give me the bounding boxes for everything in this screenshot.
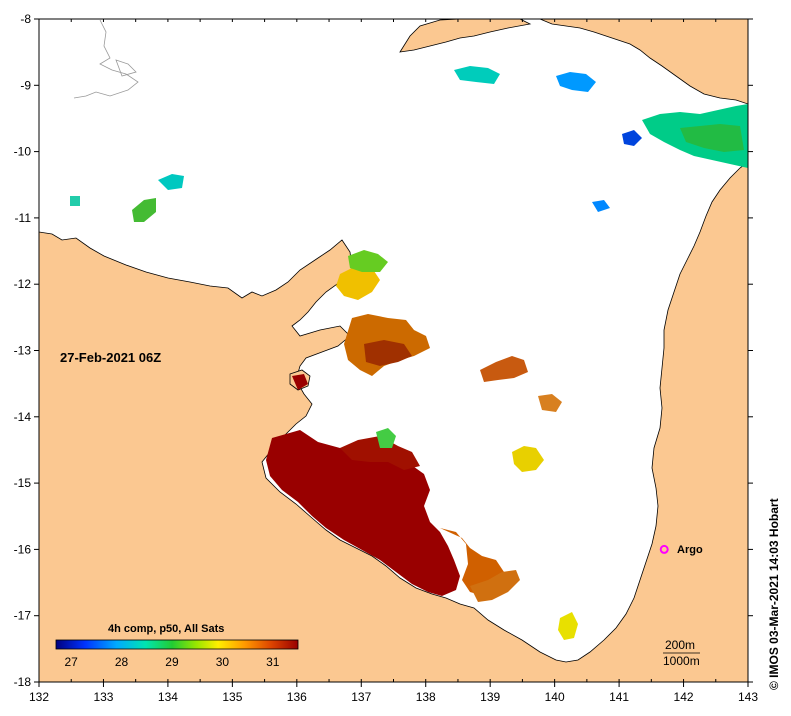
x-tick-label: 143 (738, 690, 758, 704)
sst-patch-green-west (132, 198, 156, 222)
sst-patch-northeast-inner (680, 124, 744, 152)
sst-patch-darkred-north (364, 340, 412, 366)
x-tick-label: 138 (416, 690, 436, 704)
new-guinea-coast (399, 19, 532, 53)
sst-patch-teal-small (70, 196, 80, 206)
y-tick-label: -8 (20, 12, 31, 26)
contour-legend: 200m 1000m (663, 638, 700, 668)
sst-patch-orange-east (440, 528, 504, 596)
sst-patch-orange-mid (480, 356, 528, 382)
x-tick-label: 132 (29, 690, 49, 704)
sst-patch-blue-small (592, 200, 610, 212)
colorbar-tick-label: 29 (165, 655, 179, 669)
x-tick-label: 137 (351, 690, 371, 704)
y-tick-label: -11 (15, 211, 32, 225)
y-tick-label: -14 (14, 410, 32, 424)
colorbar: 4h comp, p50, All Sats 27 28 29 30 31 (55, 623, 299, 669)
colorbar-tick-label: 27 (64, 655, 78, 669)
colorbar-tick-label: 31 (266, 655, 280, 669)
sst-layer (70, 66, 748, 640)
argo-float-marker: Argo (659, 544, 703, 556)
sst-patch-blue-east (622, 130, 642, 146)
y-tick-label: -12 (14, 277, 32, 291)
date-label: 27-Feb-2021 06Z (60, 350, 161, 365)
x-tick-label: 139 (480, 690, 500, 704)
sst-patch-yellow-ne (512, 446, 544, 472)
y-axis: -8 -9 -10 -11 -12 -13 -14 -15 -16 -17 -18 (14, 12, 753, 689)
sst-patch-blue-north (556, 72, 596, 92)
sst-patch-hot-small (292, 374, 308, 390)
argo-float-icon (659, 544, 669, 554)
credit-text: © IMOS 03-Mar-2021 14:03 Hobart (767, 498, 781, 690)
sst-patch-teal-north (454, 66, 500, 84)
x-tick-label: 133 (93, 690, 113, 704)
x-tick-label: 140 (545, 690, 565, 704)
x-tick-label: 142 (674, 690, 694, 704)
y-tick-label: -13 (14, 344, 32, 358)
sst-patch-hot-core (266, 430, 460, 596)
y-tick-label: -16 (14, 542, 32, 556)
x-tick-label: 135 (222, 690, 242, 704)
sst-patch-yellow-se (558, 612, 578, 640)
arnhem-land (39, 161, 748, 682)
sst-patch-orange-east2 (538, 394, 562, 412)
contour-label-1000m: 1000m (663, 654, 700, 668)
x-tick-label: 136 (287, 690, 307, 704)
sst-patch-hot-north (340, 436, 420, 470)
y-tick-label: -17 (14, 609, 32, 623)
y-tick-label: -9 (20, 78, 31, 92)
sst-patch-yellow-cape (336, 266, 380, 300)
aru-island-outline (73, 19, 139, 99)
sst-patch-teal-west (158, 174, 184, 190)
x-axis: 132 133 134 135 136 137 138 139 140 141 142 143 (29, 19, 758, 704)
y-tick-label: -18 (14, 675, 32, 689)
sst-patch-green-cape (348, 250, 388, 272)
x-tick-label: 141 (609, 690, 629, 704)
y-tick-label: -10 (14, 145, 32, 159)
colorbar-tick-label: 30 (216, 655, 230, 669)
sst-patch-green-mid (376, 428, 396, 448)
argo-label: Argo (677, 544, 703, 556)
colorbar-tick-label: 28 (115, 655, 129, 669)
sst-patch-orange-south (470, 570, 520, 602)
contour-label-200m: 200m (665, 638, 695, 652)
x-tick-label: 134 (158, 690, 178, 704)
y-tick-label: -15 (14, 476, 32, 490)
colorbar-gradient (55, 639, 299, 650)
cape-york-north (539, 19, 748, 105)
colorbar-title: 4h comp, p50, All Sats (108, 623, 224, 635)
